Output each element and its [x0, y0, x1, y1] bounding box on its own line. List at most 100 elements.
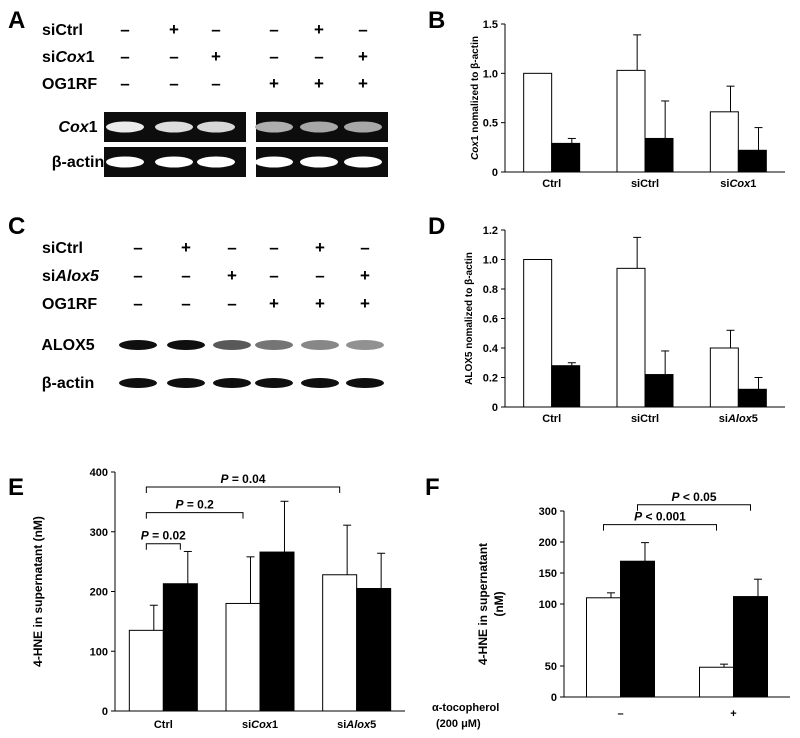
category-label-pre: si: [242, 719, 251, 731]
y-tick-label: 100: [90, 646, 108, 658]
y-tick-label: 300: [90, 527, 108, 539]
blot-band: [119, 378, 157, 388]
category-label-post: +: [730, 708, 736, 720]
chart-D: D 0 0.2 0.4 0.6 0.8 1.0 1.2 ALOX5 nomalized to β…: [428, 213, 785, 425]
category-label-post: siCtrl: [631, 178, 659, 190]
condition-sign: –: [169, 74, 178, 93]
band-label-part: Cox: [58, 119, 89, 136]
condition-sign: –: [269, 238, 278, 257]
y-axis-label-part: 4-HNE in supernatant: [476, 543, 490, 665]
gel-band: [300, 156, 338, 168]
blot-band: [346, 340, 384, 350]
category-label-it: Cox: [251, 719, 273, 731]
bar: [322, 574, 358, 712]
bar: [644, 137, 674, 173]
category-label: siCtrl: [631, 178, 659, 190]
significance-label: P = 0.04: [220, 472, 265, 486]
y-tick-label: 300: [539, 506, 557, 518]
bar: [733, 596, 768, 698]
significance-bracket: [603, 524, 717, 531]
category-label-post: 1: [272, 719, 278, 731]
bar: [523, 72, 553, 173]
band-label: ALOX5: [41, 337, 94, 354]
y-tick-label: 1.0: [483, 68, 498, 80]
y-tick-label: 0.8: [483, 284, 498, 296]
condition-label: OG1RF: [42, 296, 97, 313]
significance-label: P = 0.02: [141, 529, 186, 543]
condition-sign: +: [314, 74, 324, 93]
panel-letter-D: D: [428, 213, 445, 240]
band-label: Cox1: [58, 119, 97, 136]
category-label-pre: si: [719, 413, 728, 425]
panel-letter-A: A: [8, 7, 25, 34]
significance-label: P < 0.001: [634, 510, 686, 524]
condition-sign: –: [133, 294, 142, 313]
significance-label: P = 0.2: [175, 498, 214, 512]
bar: [225, 602, 261, 712]
condition-label: siCox1: [42, 49, 95, 66]
condition-sign: +: [358, 47, 368, 66]
y-tick-label: 1.0: [483, 255, 498, 267]
significance-label-it: P: [141, 529, 150, 543]
category-label-post: –: [617, 708, 623, 720]
category-label-pre: si: [720, 178, 729, 190]
gel-band: [344, 121, 382, 133]
category-label-post: 1: [750, 178, 756, 190]
significance-bracket: [145, 486, 341, 493]
gel-band: [197, 121, 235, 133]
condition-label-part: si: [42, 268, 55, 285]
blot-band: [255, 378, 293, 388]
condition-label: siCtrl: [42, 22, 83, 39]
significance-bracket: [145, 543, 181, 550]
category-label: siAlox5: [337, 719, 376, 731]
y-axis-label-part: 1 nomalized to β-actin: [470, 36, 481, 141]
condition-sign: –: [360, 238, 369, 257]
category-label-post: siCtrl: [631, 413, 659, 425]
gel-band: [300, 121, 338, 133]
condition-sign: –: [133, 266, 142, 285]
condition-sign: –: [120, 74, 129, 93]
y-axis-label-part: 4-HNE in supernatant (nM): [31, 516, 45, 667]
category-label-post: Ctrl: [542, 178, 561, 190]
y-axis-label: 4-HNE in supernatant (nM): [31, 516, 45, 667]
band-label-part: 1: [89, 119, 98, 136]
condition-sign: –: [181, 266, 190, 285]
significance-label-post: = 0.02: [149, 529, 186, 543]
y-axis-label-part: Cox: [470, 141, 481, 160]
band-label: β-actin: [42, 375, 94, 392]
condition-sign: –: [358, 20, 367, 39]
blot-band: [213, 340, 251, 350]
bar: [356, 588, 392, 712]
blot-band: [167, 340, 205, 350]
condition-sign: +: [360, 266, 370, 285]
y-tick-label: 0: [492, 167, 498, 179]
condition-sign: +: [358, 74, 368, 93]
bar: [644, 374, 674, 408]
y-tick-label: 0: [551, 692, 557, 704]
bar: [709, 347, 739, 408]
gel-band: [255, 121, 293, 133]
condition-sign: +: [211, 47, 221, 66]
condition-sign: –: [133, 238, 142, 257]
panel-letter-E: E: [8, 474, 24, 501]
bar: [616, 267, 646, 408]
condition-label: siAlox5: [42, 268, 100, 285]
condition-sign: –: [227, 238, 236, 257]
category-label-it: Cox: [729, 178, 751, 190]
category-label: siCox1: [720, 178, 756, 190]
category-label: siCox1: [242, 719, 278, 731]
category-label: Ctrl: [542, 178, 561, 190]
condition-label-part: si: [42, 49, 55, 66]
bar: [523, 259, 553, 408]
significance-label-post: < 0.001: [642, 510, 686, 524]
category-label-it: Alox: [727, 413, 753, 425]
blot-band: [301, 340, 339, 350]
y-axis-label-line2: (nM): [492, 591, 506, 616]
gel-band: [155, 156, 193, 168]
y-tick-label: 100: [539, 599, 557, 611]
significance-bracket: [637, 504, 751, 511]
condition-sign: +: [269, 294, 279, 313]
